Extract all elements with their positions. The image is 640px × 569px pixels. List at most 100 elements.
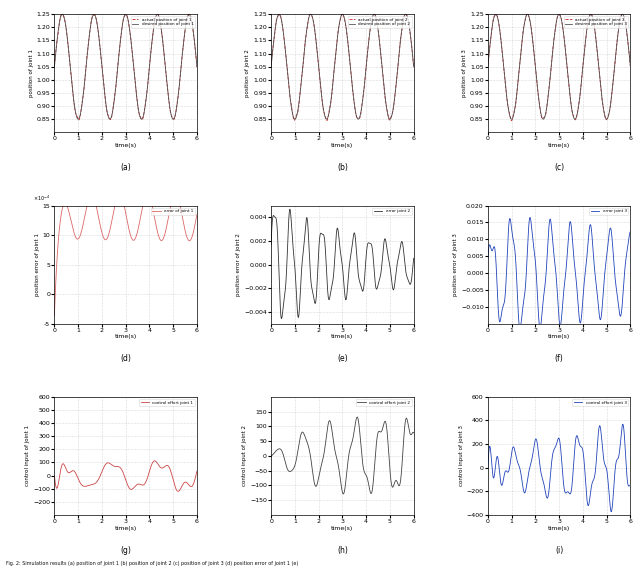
Y-axis label: position of joint 2: position of joint 2 bbox=[245, 50, 250, 97]
actual position of joint 2 bbox=[410, 64, 417, 71]
Line: actual position of joint 2: actual position of joint 2 bbox=[271, 14, 413, 121]
Legend: error joint 2: error joint 2 bbox=[372, 208, 412, 215]
Line: desired position of joint 3: desired position of joint 3 bbox=[488, 14, 630, 119]
actual position of joint 2 bbox=[406, 27, 413, 34]
Y-axis label: position of joint 3: position of joint 3 bbox=[462, 50, 467, 97]
actual position of joint 2 bbox=[339, 10, 346, 17]
desired position of joint 1 bbox=[58, 11, 66, 18]
Text: (c): (c) bbox=[554, 163, 564, 172]
X-axis label: time(s): time(s) bbox=[115, 143, 137, 148]
Y-axis label: position error of joint 1: position error of joint 1 bbox=[35, 233, 40, 296]
X-axis label: time(s): time(s) bbox=[332, 143, 353, 148]
desired position of joint 2 bbox=[380, 79, 387, 86]
desired position of joint 2 bbox=[337, 14, 344, 21]
Y-axis label: position error of joint 2: position error of joint 2 bbox=[236, 233, 241, 296]
actual position of joint 1 bbox=[116, 41, 124, 48]
actual position of joint 3 bbox=[492, 12, 499, 19]
desired position of joint 2 bbox=[275, 11, 283, 18]
Text: (b): (b) bbox=[337, 163, 348, 172]
X-axis label: time(s): time(s) bbox=[548, 526, 570, 530]
desired position of joint 2 bbox=[333, 40, 340, 47]
desired position of joint 3 bbox=[492, 11, 499, 18]
Text: (i): (i) bbox=[555, 546, 563, 555]
X-axis label: time(s): time(s) bbox=[332, 334, 353, 339]
desired position of joint 3 bbox=[484, 63, 492, 70]
Text: (a): (a) bbox=[120, 163, 131, 172]
actual position of joint 3 bbox=[554, 14, 561, 20]
X-axis label: time(s): time(s) bbox=[115, 334, 137, 339]
desired position of joint 3 bbox=[550, 40, 557, 47]
Line: desired position of joint 1: desired position of joint 1 bbox=[54, 14, 197, 119]
actual position of joint 3 bbox=[627, 63, 634, 70]
actual position of joint 2 bbox=[323, 117, 331, 124]
actual position of joint 1 bbox=[51, 62, 58, 69]
Y-axis label: position of joint 1: position of joint 1 bbox=[29, 50, 34, 97]
actual position of joint 3 bbox=[623, 26, 630, 33]
desired position of joint 1 bbox=[189, 26, 196, 32]
Text: Fig. 2: Simulation results (a) position of joint 1 (b) position of joint 2 (c) p: Fig. 2: Simulation results (a) position … bbox=[6, 561, 299, 566]
actual position of joint 1 bbox=[75, 117, 83, 123]
Legend: control effort joint 2: control effort joint 2 bbox=[356, 399, 412, 406]
actual position of joint 2 bbox=[337, 15, 344, 22]
X-axis label: time(s): time(s) bbox=[548, 143, 570, 148]
desired position of joint 1 bbox=[51, 63, 58, 70]
actual position of joint 3 bbox=[550, 39, 557, 46]
actual position of joint 3 bbox=[484, 63, 492, 69]
Text: (e): (e) bbox=[337, 354, 348, 364]
actual position of joint 2 bbox=[333, 41, 340, 48]
Line: desired position of joint 2: desired position of joint 2 bbox=[271, 14, 413, 119]
Y-axis label: position error of joint 3: position error of joint 3 bbox=[453, 233, 458, 296]
Text: (d): (d) bbox=[120, 354, 131, 364]
Line: actual position of joint 1: actual position of joint 1 bbox=[54, 15, 197, 120]
desired position of joint 2 bbox=[275, 11, 282, 18]
Legend: control effort joint 3: control effort joint 3 bbox=[572, 399, 628, 406]
Y-axis label: control input of joint 3: control input of joint 3 bbox=[459, 426, 464, 486]
actual position of joint 1 bbox=[193, 64, 201, 71]
Text: (f): (f) bbox=[555, 354, 563, 364]
actual position of joint 1 bbox=[186, 11, 193, 18]
desired position of joint 1 bbox=[193, 63, 201, 70]
desired position of joint 3 bbox=[623, 26, 630, 33]
actual position of joint 3 bbox=[623, 26, 630, 32]
desired position of joint 3 bbox=[627, 63, 634, 70]
X-axis label: time(s): time(s) bbox=[548, 334, 570, 339]
Y-axis label: control input of joint 2: control input of joint 2 bbox=[243, 426, 247, 486]
Legend: actual position of joint 2, desired position of joint 2: actual position of joint 2, desired posi… bbox=[348, 17, 412, 28]
desired position of joint 2 bbox=[268, 63, 275, 70]
Legend: error joint 3: error joint 3 bbox=[589, 208, 628, 215]
actual position of joint 2 bbox=[268, 62, 275, 69]
desired position of joint 3 bbox=[508, 116, 515, 122]
desired position of joint 1 bbox=[163, 79, 171, 86]
actual position of joint 3 bbox=[596, 79, 604, 85]
Text: (h): (h) bbox=[337, 546, 348, 555]
desired position of joint 3 bbox=[554, 14, 561, 21]
desired position of joint 3 bbox=[623, 26, 630, 32]
actual position of joint 1 bbox=[120, 14, 127, 20]
desired position of joint 1 bbox=[120, 14, 128, 21]
actual position of joint 2 bbox=[380, 79, 387, 85]
X-axis label: time(s): time(s) bbox=[115, 526, 137, 530]
desired position of joint 1 bbox=[74, 116, 82, 122]
Text: $\times10^{-4}$: $\times10^{-4}$ bbox=[33, 193, 50, 203]
desired position of joint 2 bbox=[410, 63, 417, 70]
actual position of joint 2 bbox=[275, 13, 282, 19]
actual position of joint 3 bbox=[524, 10, 531, 17]
actual position of joint 1 bbox=[189, 27, 197, 34]
desired position of joint 2 bbox=[406, 26, 413, 32]
actual position of joint 1 bbox=[163, 78, 171, 85]
desired position of joint 1 bbox=[58, 11, 65, 18]
Legend: control effort joint 1: control effort joint 1 bbox=[139, 399, 195, 406]
Text: (g): (g) bbox=[120, 546, 131, 555]
actual position of joint 1 bbox=[58, 11, 65, 18]
actual position of joint 1 bbox=[189, 26, 196, 33]
desired position of joint 2 bbox=[406, 26, 413, 33]
X-axis label: time(s): time(s) bbox=[332, 526, 353, 530]
desired position of joint 1 bbox=[189, 26, 197, 33]
Legend: actual position of joint 1, desired position of joint 1: actual position of joint 1, desired posi… bbox=[131, 17, 195, 28]
Legend: actual position of joint 3, desired position of joint 3: actual position of joint 3, desired posi… bbox=[564, 17, 628, 28]
Legend: error of joint 1: error of joint 1 bbox=[150, 208, 195, 215]
desired position of joint 2 bbox=[291, 116, 299, 122]
desired position of joint 3 bbox=[492, 11, 500, 18]
Line: actual position of joint 3: actual position of joint 3 bbox=[488, 14, 630, 121]
actual position of joint 3 bbox=[508, 117, 515, 124]
